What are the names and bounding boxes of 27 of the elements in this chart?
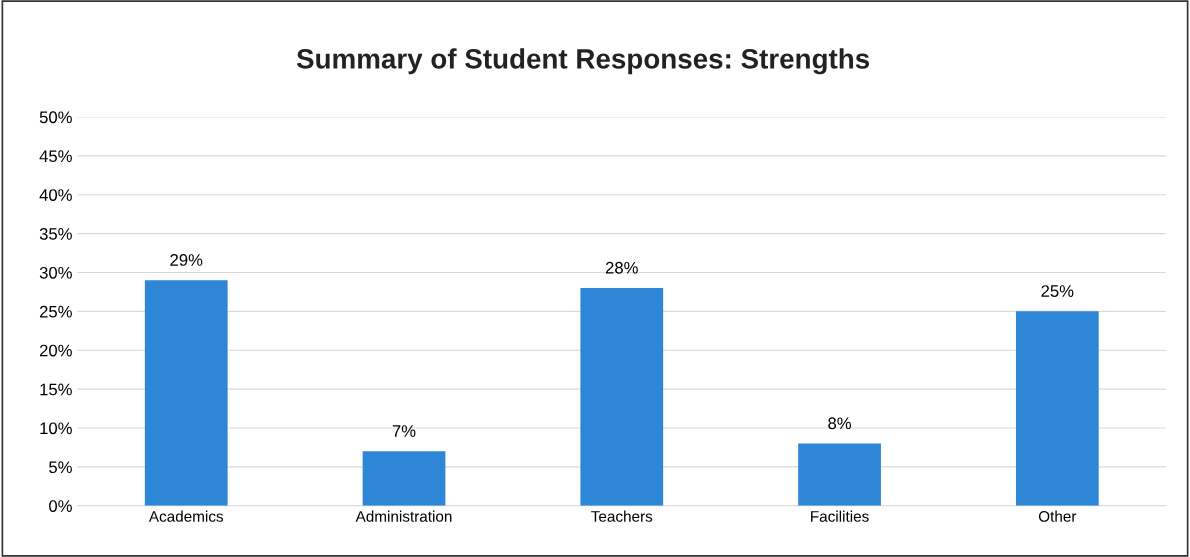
data-label: 28% [605, 261, 638, 274]
x-tick-label: Facilities [811, 510, 869, 522]
bar [144, 280, 228, 506]
x-tick-label: Administration [355, 510, 452, 522]
bar [362, 451, 446, 506]
y-tick-label: 45% [39, 150, 72, 163]
chart-title: Summary of Student Responses: Strengths [296, 48, 870, 75]
y-tick-label: 0% [49, 500, 72, 512]
x-tick-label: Other [1038, 510, 1077, 522]
y-tick-label: 50% [39, 111, 72, 124]
y-tick-label: 10% [40, 422, 72, 435]
y-tick-label: 20% [39, 344, 72, 357]
bar [580, 288, 664, 506]
x-tick-label: Academics [148, 510, 224, 522]
data-label: 7% [392, 425, 416, 437]
y-tick-label: 35% [39, 228, 72, 240]
data-label: 25% [1041, 285, 1074, 297]
x-tick-label: Teachers [591, 510, 653, 522]
bar [798, 443, 881, 506]
data-label: 8% [828, 417, 851, 430]
y-tick-label: 5% [49, 461, 72, 474]
y-tick-label: 15% [40, 383, 72, 396]
y-tick-label: 40% [39, 189, 72, 201]
y-tick-label: 30% [39, 266, 72, 279]
data-label: 29% [170, 254, 203, 266]
bar [1015, 311, 1099, 506]
y-tick-label: 25% [39, 305, 72, 318]
